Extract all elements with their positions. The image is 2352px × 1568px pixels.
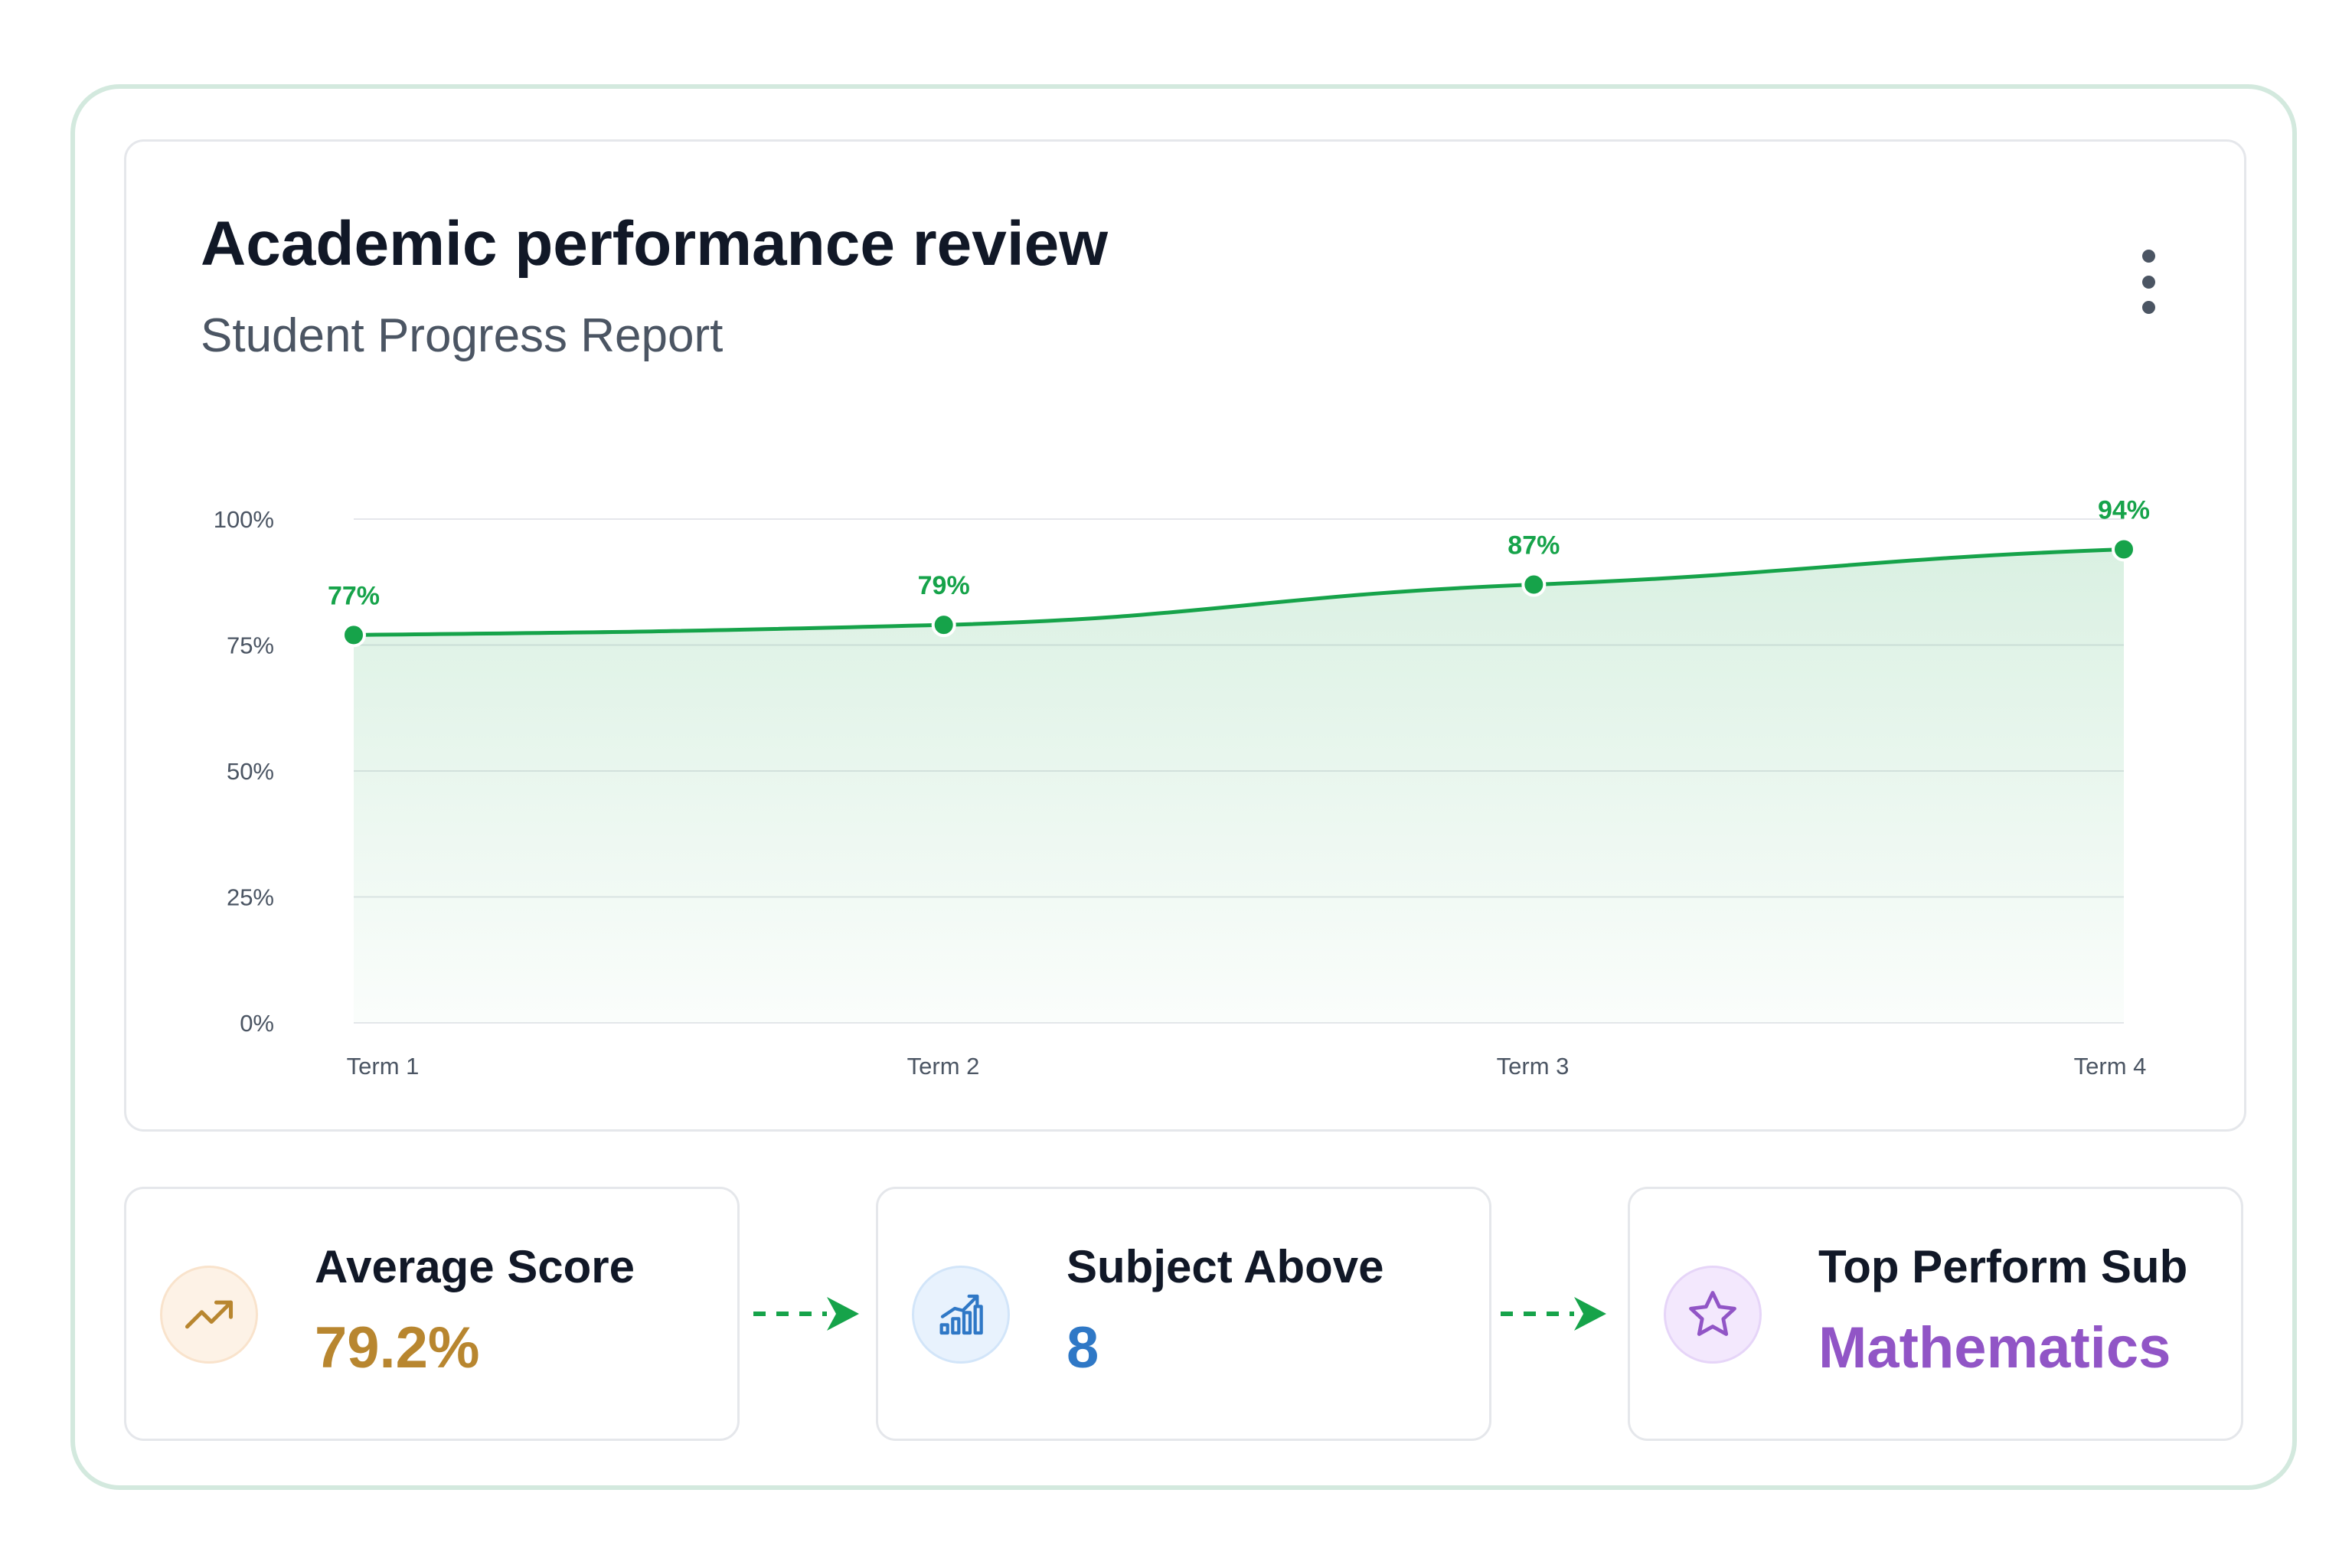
stat-card-average-score: Average Score 79.2% [124, 1187, 740, 1441]
flow-arrow-icon [1501, 1297, 1606, 1331]
y-tick-label: 75% [227, 632, 274, 659]
bar-chart-up-icon [912, 1266, 1010, 1364]
kebab-dot-icon [2141, 250, 2155, 263]
star-icon [1664, 1266, 1762, 1364]
kebab-dot-icon [2141, 275, 2155, 289]
kebab-dot-icon [2141, 301, 2155, 314]
page-title: Academic performance review [201, 209, 1108, 279]
performance-area-chart: 0% 25% 50% 75% 100% Term 1 Term 2 Term 3 Term 4 7… [214, 495, 2150, 1080]
y-tick-label: 0% [240, 1010, 274, 1037]
data-point [1521, 572, 1547, 597]
x-tick-label: Term 3 [1497, 1053, 1570, 1080]
trending-up-icon [160, 1266, 258, 1364]
y-tick-label: 100% [214, 506, 274, 533]
flow-arrow-icon [753, 1297, 859, 1331]
stat-label: Average Score [315, 1241, 635, 1292]
data-label: 94% [2098, 495, 2150, 524]
data-label: 77% [328, 581, 380, 610]
series-line [353, 547, 2125, 637]
stat-card-top-subject: Top Perform Sub Mathematics [1628, 1187, 2243, 1441]
data-label: 87% [1508, 531, 1560, 560]
stat-card-subject-above: Subject Above 8 [876, 1187, 1491, 1441]
x-tick-label: Term 2 [907, 1053, 980, 1080]
page-subtitle: Student Progress Report [201, 309, 724, 362]
x-tick-label: Term 1 [347, 1053, 420, 1080]
y-tick-label: 25% [227, 884, 274, 911]
stat-value: 8 [1067, 1315, 1099, 1380]
data-point [2112, 537, 2136, 562]
x-tick-label: Term 4 [2074, 1053, 2147, 1080]
stat-label: Top Perform Sub [1818, 1241, 2188, 1292]
stat-value: Mathematics [1818, 1315, 2171, 1380]
data-point [341, 622, 366, 648]
stat-label: Subject Above [1067, 1241, 1384, 1292]
more-options-button[interactable] [2139, 250, 2158, 314]
data-point [931, 612, 956, 638]
stat-value: 79.2% [315, 1315, 480, 1380]
data-label: 79% [918, 571, 970, 600]
series-area [354, 549, 2124, 1023]
y-tick-label: 50% [227, 758, 274, 785]
